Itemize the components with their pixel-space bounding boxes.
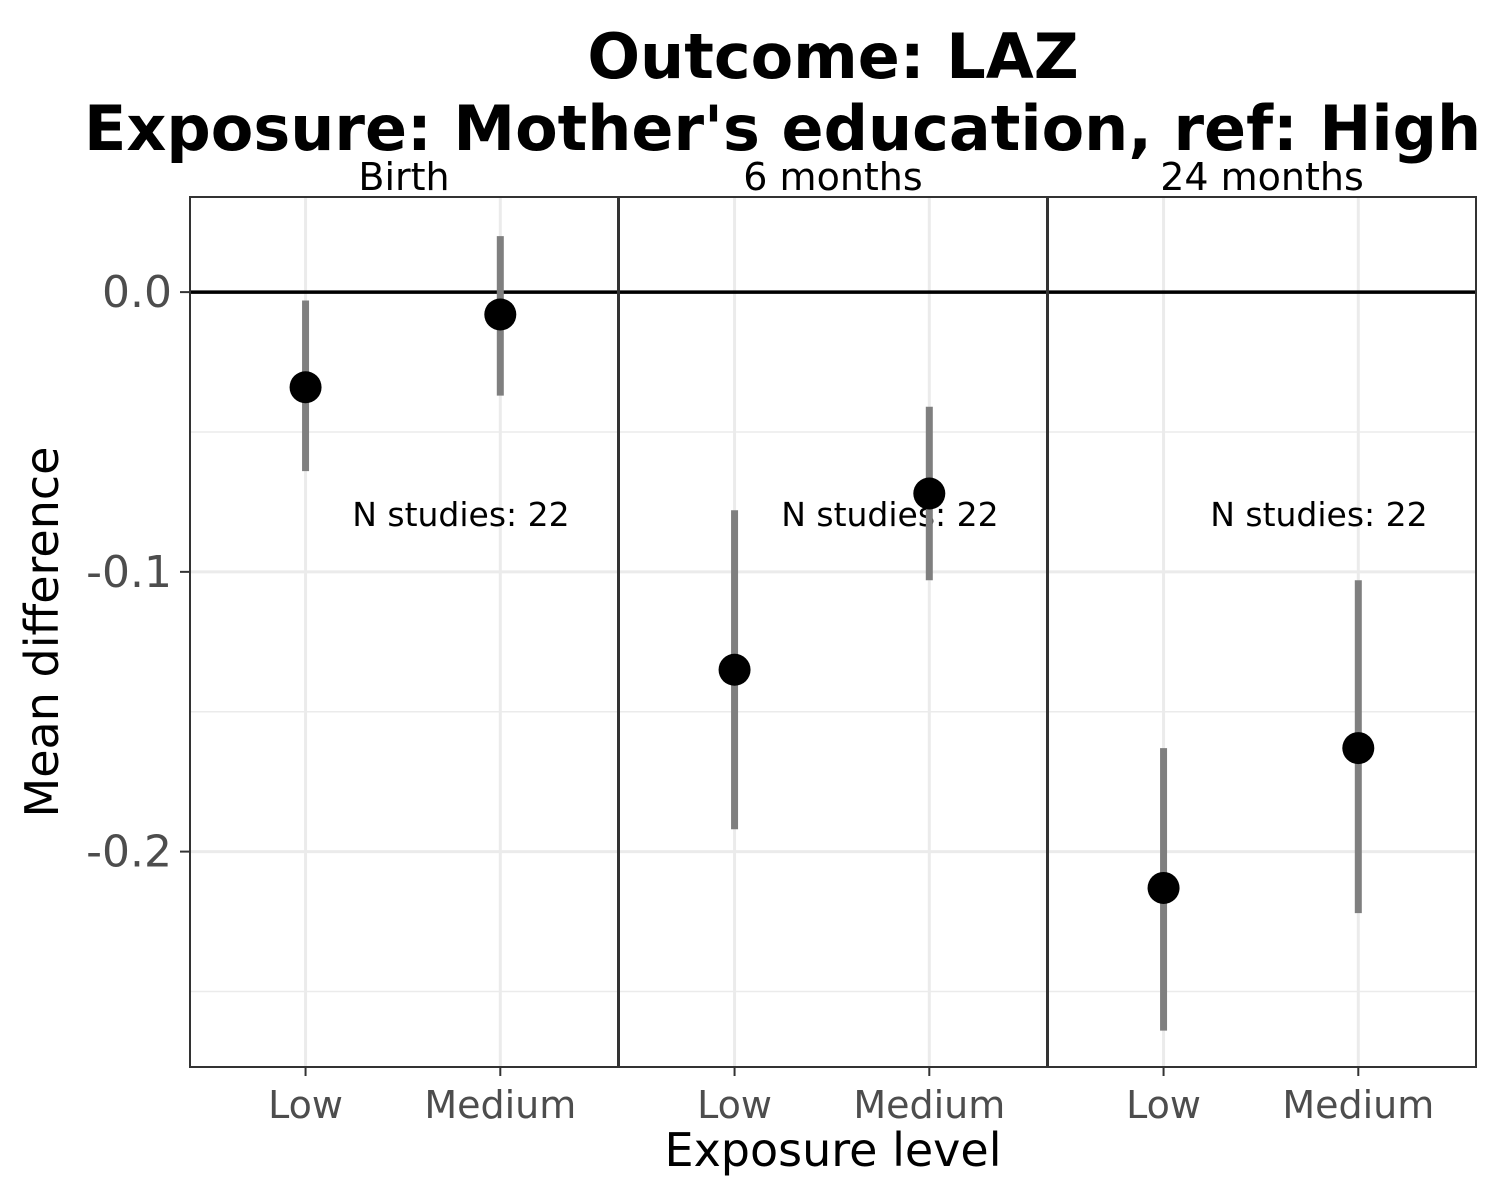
facet-label: 6 months [743, 155, 922, 199]
panel-background [619, 197, 1047, 1067]
data-point [289, 371, 322, 404]
x-axis-title: Exposure level [665, 1123, 1002, 1177]
x-tick-label: Medium [424, 1083, 576, 1127]
y-tick-label: -0.1 [86, 547, 172, 598]
x-tick-label: Low [697, 1083, 772, 1127]
data-point [1342, 732, 1375, 765]
n-studies-annotation: N studies: 22 [1210, 495, 1427, 534]
data-point [913, 477, 946, 510]
y-tick-label: -0.2 [86, 827, 172, 878]
panel-background [190, 197, 618, 1067]
y-axis-title: Mean difference [15, 447, 69, 818]
chart-title-line2: Exposure: Mother's education, ref: High [84, 92, 1481, 165]
n-studies-annotation: N studies: 22 [781, 495, 998, 534]
x-tick-label: Low [268, 1083, 343, 1127]
n-studies-annotation: N studies: 22 [352, 495, 569, 534]
facet-label: 24 months [1160, 155, 1364, 199]
panel-background [1048, 197, 1476, 1067]
x-tick-label: Medium [1282, 1083, 1434, 1127]
data-point [1147, 871, 1180, 904]
panel-1: N studies: 22 6 months Low Medium [618, 155, 1048, 1127]
facet-label: Birth [358, 155, 449, 199]
chart-title-line1: Outcome: LAZ [587, 20, 1078, 93]
data-point [484, 298, 517, 331]
y-axis: 0.0 -0.1 -0.2 [86, 267, 190, 878]
data-point [718, 653, 751, 686]
x-tick-label: Low [1126, 1083, 1201, 1127]
panel-2: N studies: 22 24 months Low Medium [1047, 155, 1477, 1127]
x-tick-label: Medium [853, 1083, 1005, 1127]
panel-0: N studies: 22 Birth Low Medium [189, 155, 619, 1127]
panel-border [1047, 196, 1477, 1068]
y-tick-label: 0.0 [102, 267, 172, 318]
